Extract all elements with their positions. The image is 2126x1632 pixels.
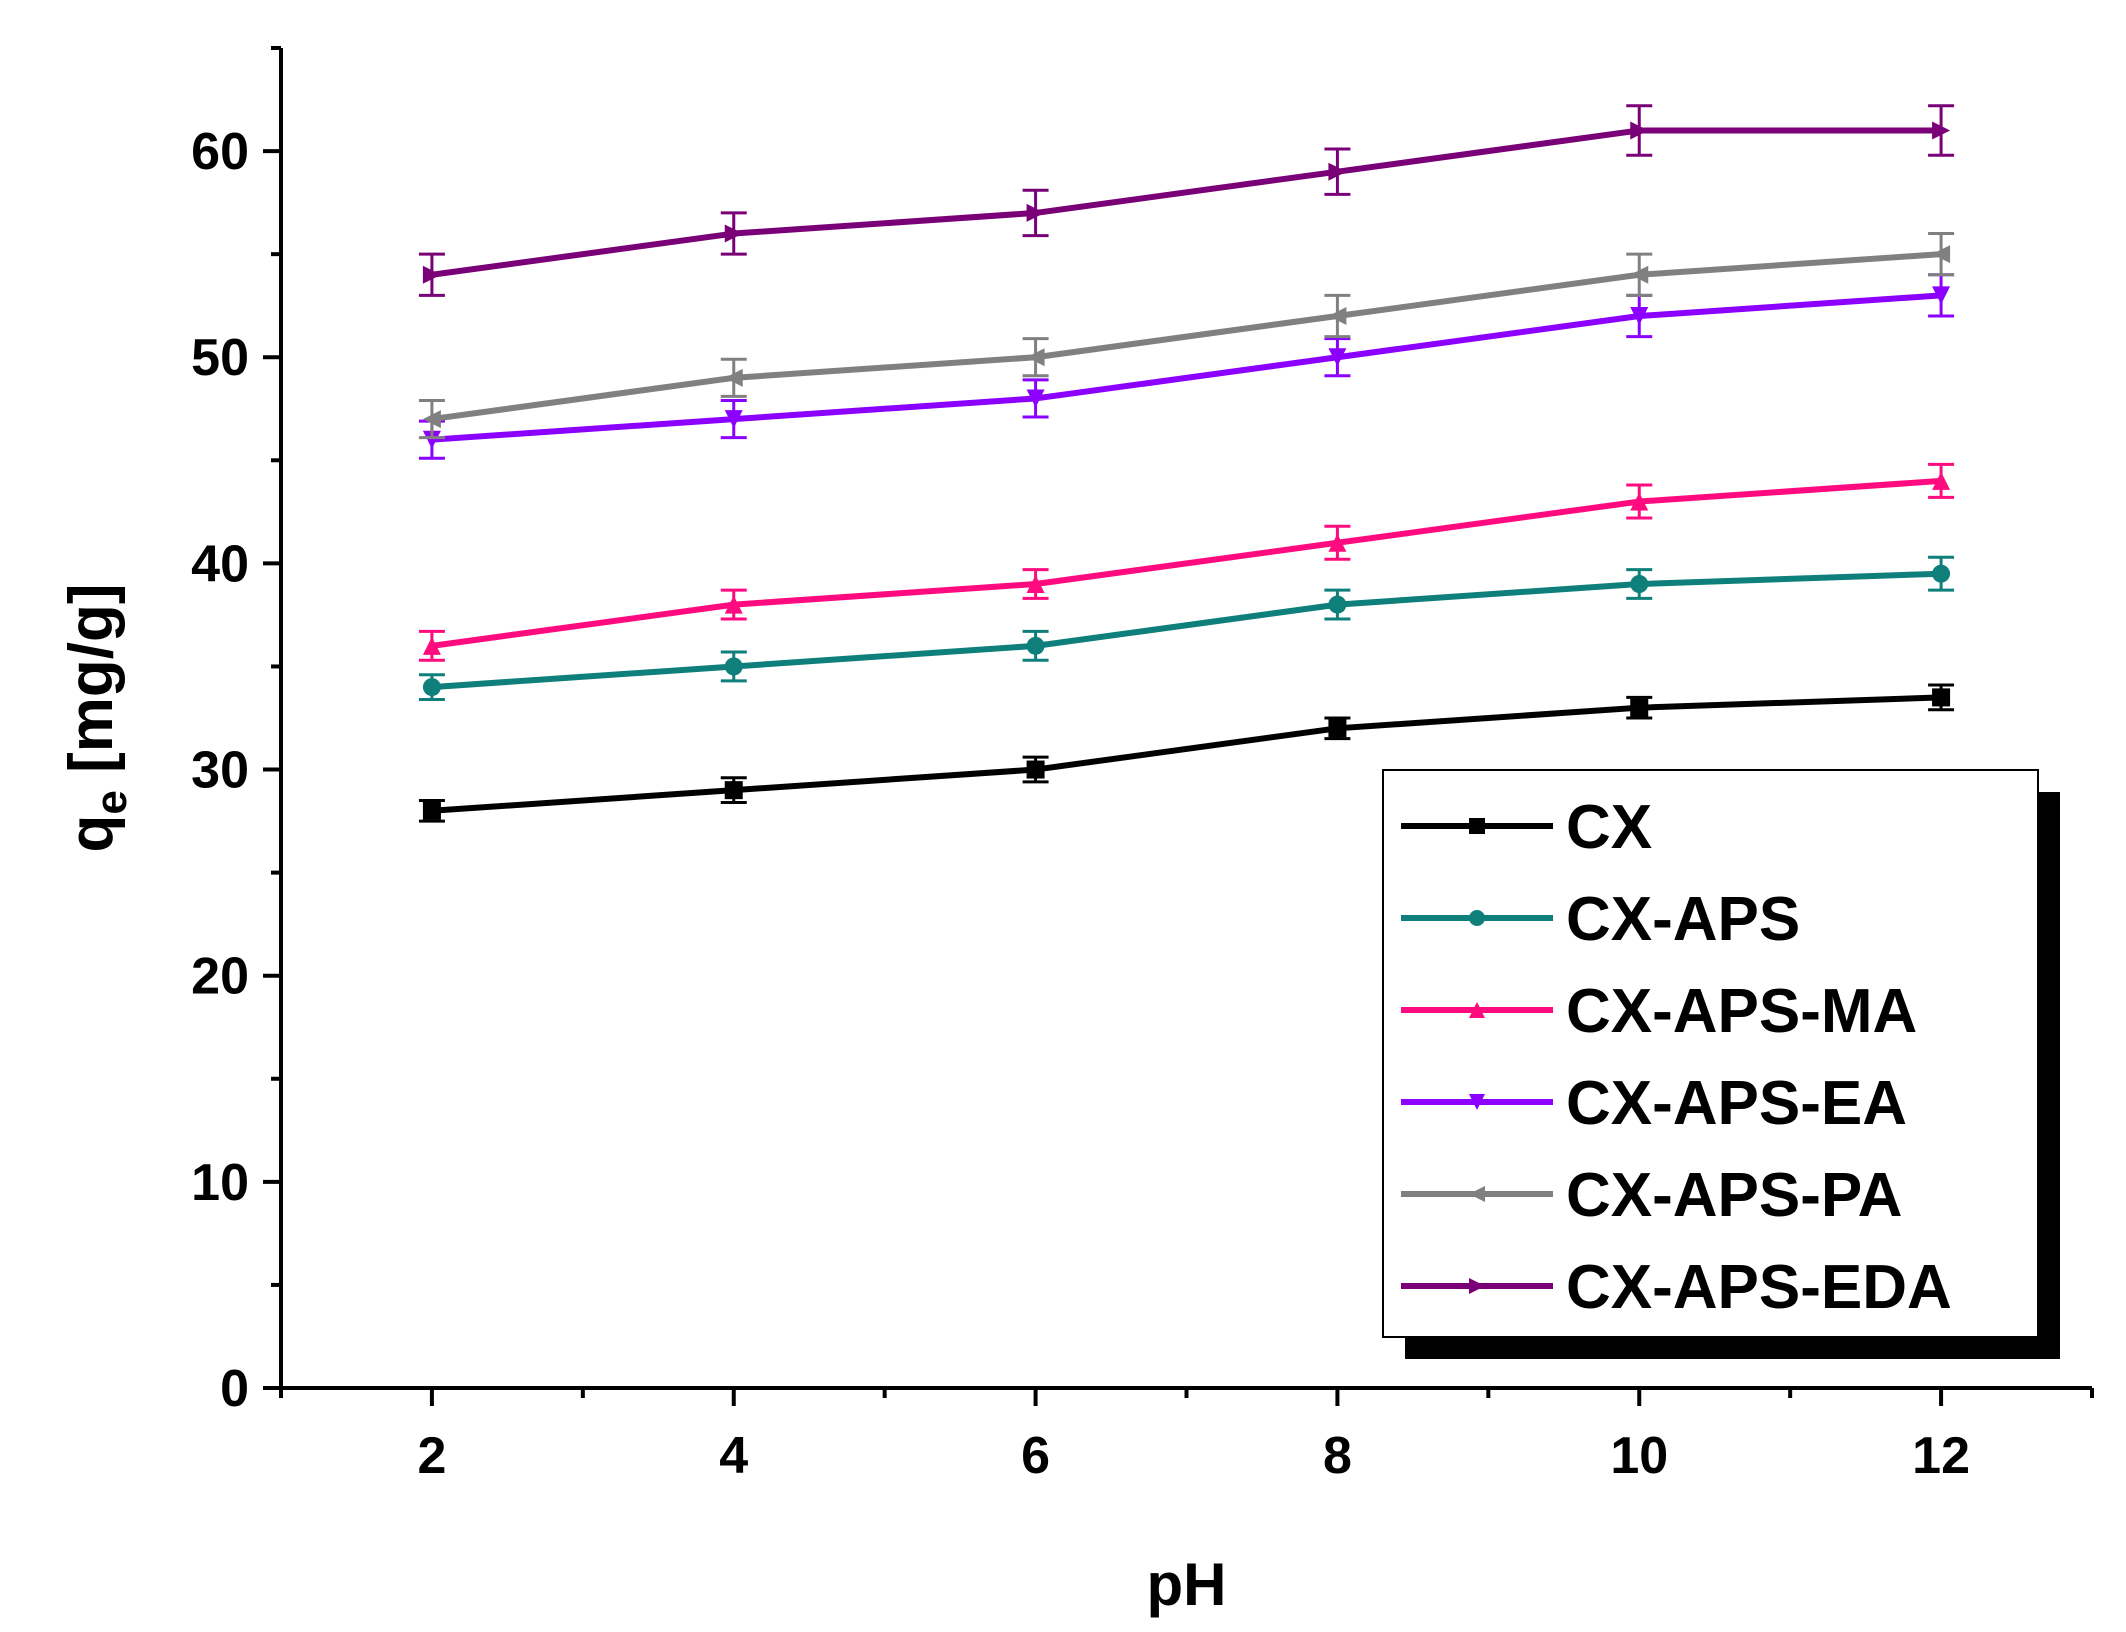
data-point-marker (1630, 265, 1649, 284)
x-axis-title: pH (1147, 1551, 1227, 1618)
x-tick-label: 2 (417, 1427, 446, 1485)
axes: 0 10 20 30 40 50 60 2 4 6 8 10 12 pH qe [mg/g] (57, 46, 2094, 1618)
legend-entry-cx-aps: CX-APS (1401, 885, 1800, 954)
data-point-marker (1932, 245, 1951, 264)
series-cx-aps (418, 555, 1955, 701)
data-point-marker (724, 781, 743, 800)
series-cx-aps-eda (418, 104, 1955, 297)
series-line (431, 251, 1942, 423)
data-point-marker (1469, 1278, 1485, 1294)
data-point-marker (1932, 688, 1951, 707)
data-point-marker (1026, 575, 1045, 593)
data-point-marker (422, 801, 441, 820)
x-tick-label: 10 (1610, 1427, 1668, 1485)
y-tick-label: 60 (191, 123, 249, 181)
legend-label: CX-APS-EA (1566, 1069, 1907, 1138)
series-cx-aps-pa (418, 232, 1955, 440)
legend-label: CX-APS (1566, 885, 1800, 954)
legend-entry-cx-aps-ea: CX-APS-EA (1401, 1069, 1907, 1138)
data-point-marker (1328, 595, 1347, 614)
data-point-marker (1026, 203, 1045, 222)
series-cx (418, 683, 1955, 823)
legend-entry-cx-aps-pa: CX-APS-PA (1401, 1161, 1902, 1230)
data-point-marker (422, 430, 441, 449)
data-point-marker (1630, 492, 1649, 511)
data-point-marker (724, 595, 743, 614)
y-tick-label: 40 (191, 535, 249, 593)
legend-label: CX-APS-MA (1566, 977, 1917, 1046)
data-point-marker (724, 410, 743, 429)
data-point-marker (1328, 307, 1347, 325)
series-layer (418, 104, 1955, 823)
data-point-marker (724, 368, 743, 387)
legend-entry-cx: CX (1401, 793, 1652, 862)
data-point-marker (1630, 121, 1649, 140)
data-point-marker (1630, 307, 1649, 325)
data-point-marker (724, 657, 743, 676)
data-point-marker (1932, 471, 1951, 490)
y-axis-title-main: q (57, 815, 126, 853)
legend-label: CX-APS-PA (1566, 1161, 1902, 1230)
data-point-marker (1469, 1186, 1485, 1202)
series-line (431, 477, 1942, 649)
y-axis-title: qe [mg/g] (57, 584, 136, 853)
data-point-marker (1026, 636, 1045, 655)
series-line (431, 127, 1942, 278)
legend-entry-cx-aps-eda: CX-APS-EDA (1401, 1253, 1952, 1322)
data-point-marker (1328, 533, 1347, 552)
y-tick-label: 30 (191, 742, 249, 800)
y-axis-title-subscript: e (87, 790, 136, 814)
data-point-marker (1630, 575, 1649, 593)
x-tick-label: 4 (719, 1427, 748, 1485)
data-point-marker (1932, 564, 1951, 583)
legend-label: CX (1566, 793, 1652, 862)
data-point-marker (1932, 121, 1951, 140)
series-line (431, 694, 1942, 814)
series-cx-aps-ma (418, 462, 1955, 662)
y-tick-label: 0 (220, 1360, 249, 1418)
y-tick-label: 50 (191, 329, 249, 387)
data-point-marker (1932, 286, 1951, 305)
data-point-marker (724, 224, 743, 243)
data-point-marker (1469, 910, 1485, 926)
data-point-marker (422, 636, 441, 655)
x-tick-label: 6 (1021, 1427, 1050, 1485)
data-point-marker (1026, 389, 1045, 408)
series-cx-aps-ea (418, 273, 1955, 460)
y-axis-title-unit: [mg/g] (57, 584, 126, 791)
data-point-marker (1469, 1094, 1485, 1110)
y-tick-label: 20 (191, 948, 249, 1006)
data-point-marker (422, 410, 441, 429)
x-tick-label: 8 (1323, 1427, 1352, 1485)
legend-label: CX-APS-EDA (1566, 1253, 1952, 1322)
x-tick-label: 12 (1912, 1427, 1970, 1485)
legend-entry-cx-aps-ma: CX-APS-MA (1401, 977, 1917, 1046)
data-point-marker (422, 265, 441, 284)
data-point-marker (1328, 719, 1347, 738)
data-point-marker (1328, 162, 1347, 181)
data-point-marker (422, 678, 441, 697)
data-point-marker (1026, 760, 1045, 779)
data-point-marker (1469, 818, 1485, 834)
y-tick-label: 10 (191, 1154, 249, 1212)
series-line (431, 570, 1942, 691)
legend: CX CX-APS CX-APS-MA CX-APS-EA CX-APS-PA CX-AP… (1382, 769, 2060, 1359)
data-point-marker (1630, 698, 1649, 717)
data-point-marker (1026, 348, 1045, 367)
data-point-marker (1469, 1002, 1485, 1018)
legend-box (1382, 769, 2039, 1338)
data-point-marker (1328, 348, 1347, 367)
series-line (431, 292, 1942, 443)
